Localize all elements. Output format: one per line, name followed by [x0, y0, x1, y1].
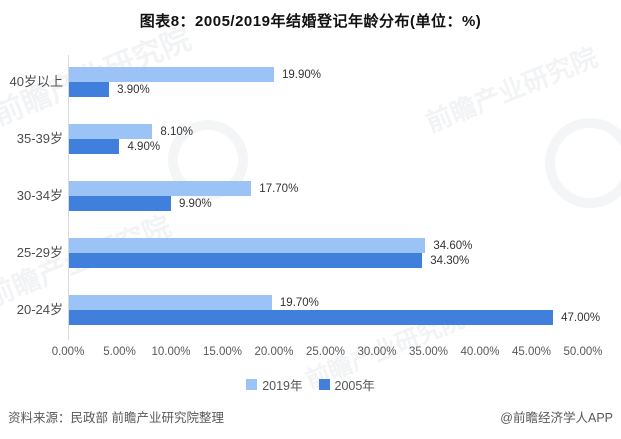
value-label: 19.70% [279, 296, 319, 309]
legend-item-2005[interactable]: 2005年 [318, 375, 375, 394]
bar-group-25-29岁: 25-29岁 34.60% 34.30% [17, 226, 584, 283]
category-label: 30-34岁 [16, 188, 63, 203]
bar-row-2005年: 47.00% [69, 310, 600, 325]
bar-2019年-20-24岁[interactable] [69, 295, 272, 310]
bar-2005年-25-29岁[interactable] [69, 253, 423, 268]
value-label: 34.60% [433, 239, 473, 252]
bar-row-2019年: 8.10% [69, 124, 584, 139]
source-note: 资料来源：民政部 前瞻产业研究院整理 [8, 411, 224, 425]
x-tick-label: 25.00% [305, 346, 346, 358]
legend-label: 2019年 [262, 379, 303, 393]
bar-group-35-39岁: 35-39岁 8.10% 4.90% [17, 112, 584, 169]
x-tick-label: 5.00% [103, 346, 136, 358]
value-label: 47.00% [561, 311, 601, 324]
x-tick-label: 50.00% [563, 346, 603, 358]
x-tick-label: 0.00% [51, 346, 85, 358]
x-tick-label: 30.00% [357, 346, 397, 358]
credit-note: @前瞻经济学人APP [500, 411, 613, 425]
bar-2019年-35-39岁[interactable] [69, 124, 153, 139]
bar-2005年-35-39岁[interactable] [69, 139, 120, 154]
legend-label: 2005年 [334, 379, 375, 393]
value-label: 9.90% [178, 197, 212, 210]
legend-item-2019[interactable]: 2019年 [246, 375, 303, 394]
bar-row-2019年: 19.70% [69, 295, 584, 310]
category-label: 20-24岁 [16, 302, 63, 317]
legend: 2019年 2005年 [0, 375, 621, 394]
plot-area: 40岁以上 19.90% 3.90% 35-39岁 8.10% 4.90% 30-34岁 17… [10, 55, 600, 340]
bar-2019年-25-29岁[interactable] [69, 238, 426, 253]
bar-2019年-30-34岁[interactable] [69, 181, 252, 196]
bar-2005年-30-34岁[interactable] [69, 196, 171, 211]
footer: 资料来源：民政部 前瞻产业研究院整理 @前瞻经济学人APP [8, 407, 613, 426]
bar-group-30-34岁: 30-34岁 17.70% 9.90% [17, 169, 584, 226]
bar-row-2019年: 34.60% [69, 238, 584, 253]
x-tick-label: 35.00% [408, 346, 449, 358]
x-tick-label: 15.00% [202, 346, 243, 358]
category-label: 35-39岁 [16, 131, 63, 146]
bar-2019年-40岁以上[interactable] [69, 67, 274, 82]
bar-group-20-24岁: 20-24岁 19.70% 47.00% [17, 283, 600, 340]
chart-title: 图表8：2005/2019年结婚登记年龄分布(单位：%) [139, 13, 482, 30]
value-label: 19.90% [281, 68, 321, 81]
bar-row-2019年: 19.90% [69, 67, 584, 82]
legend-swatch-2005 [318, 379, 330, 390]
category-label: 25-29岁 [16, 245, 63, 260]
x-tick-label: 45.00% [511, 346, 552, 358]
x-tick-label: 40.00% [460, 346, 500, 358]
bar-row-2005年: 9.90% [69, 196, 584, 211]
category-label: 40岁以上 [9, 74, 63, 89]
x-tick-label: 20.00% [254, 346, 294, 358]
legend-swatch-2019 [246, 379, 258, 390]
bar-row-2005年: 34.30% [69, 253, 584, 268]
bar-2005年-40岁以上[interactable] [69, 82, 110, 97]
bar-group-40岁以上: 40岁以上 19.90% 3.90% [10, 55, 584, 112]
value-label: 8.10% [160, 125, 194, 138]
value-label: 17.70% [259, 182, 299, 195]
value-label: 4.90% [127, 140, 161, 153]
x-tick-label: 10.00% [151, 346, 191, 358]
x-axis: 0.00% 5.00% 10.00% 15.00% 20.00% 25.00% 30.00%… [52, 346, 603, 360]
value-label: 3.90% [117, 83, 150, 96]
bar-row-2019年: 17.70% [69, 181, 584, 196]
value-label: 34.30% [430, 254, 470, 267]
bar-row-2005年: 3.90% [69, 82, 584, 97]
bar-row-2005年: 4.90% [69, 139, 584, 154]
bar-2005年-20-24岁[interactable] [69, 310, 554, 325]
